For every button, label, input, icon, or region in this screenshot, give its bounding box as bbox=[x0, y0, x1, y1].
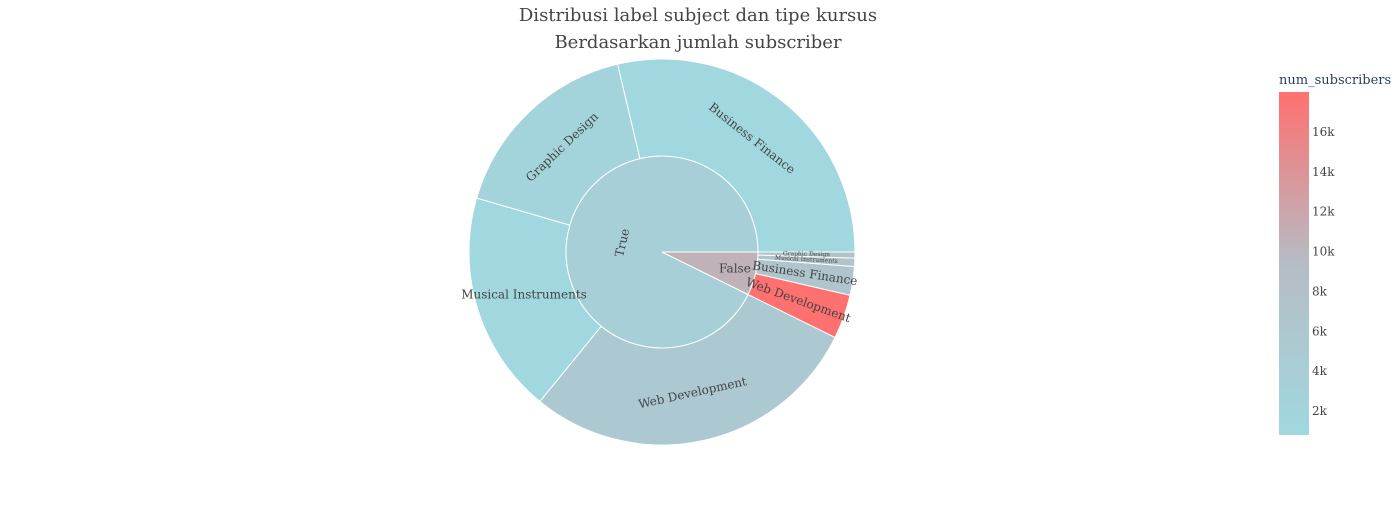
label-true: True bbox=[612, 227, 632, 258]
colorbar-gradient bbox=[1279, 92, 1309, 435]
colorbar: num_subscribers 2k 4k 6k 8k 10k 12k 14k 16k bbox=[1279, 73, 1391, 435]
segment-true-mi[interactable] bbox=[468, 197, 602, 403]
colorbar-tick: 14k bbox=[1312, 165, 1335, 179]
segment-true-wd[interactable] bbox=[539, 293, 836, 446]
segment-true-gd[interactable] bbox=[476, 63, 641, 226]
segment-true-bf[interactable] bbox=[616, 58, 856, 253]
colorbar-title: num_subscribers bbox=[1279, 73, 1391, 88]
chart-title: Distribusi label subject dan tipe kursus bbox=[519, 5, 877, 26]
colorbar-tick: 10k bbox=[1312, 245, 1335, 259]
colorbar-tick: 2k bbox=[1312, 404, 1328, 418]
colorbar-tick: 8k bbox=[1312, 284, 1328, 298]
label-false-mi: Musical Instruments bbox=[775, 255, 838, 265]
label-false-gd: Graphic Design bbox=[783, 250, 830, 258]
colorbar-tick: 12k bbox=[1312, 205, 1335, 219]
chart-subtitle: Berdasarkan jumlah subscriber bbox=[554, 32, 842, 53]
label-true-mi: Musical Instruments bbox=[461, 287, 587, 301]
segment-false-gd[interactable] bbox=[757, 251, 856, 259]
label-false: False bbox=[719, 262, 751, 276]
colorbar-tick: 4k bbox=[1312, 364, 1328, 378]
colorbar-tick: 16k bbox=[1312, 125, 1335, 139]
colorbar-tick: 6k bbox=[1312, 324, 1328, 338]
